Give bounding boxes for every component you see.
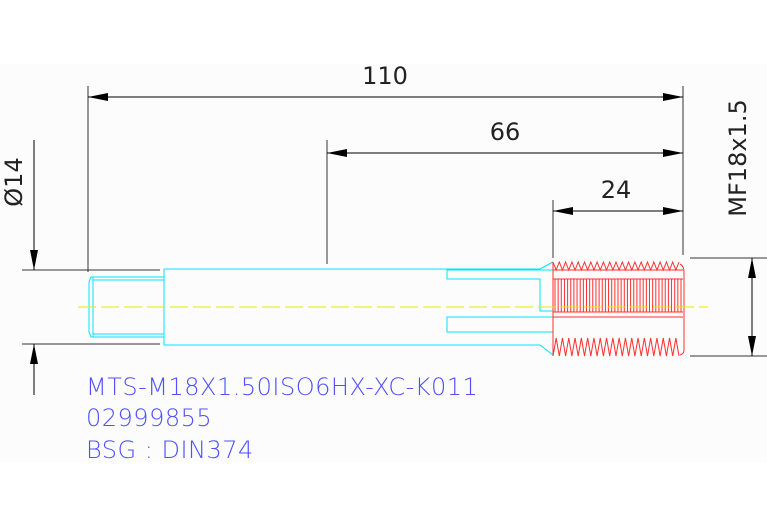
dimension-24: 24 <box>601 176 632 204</box>
thread-section <box>552 260 685 357</box>
dimension-diameter: Ø14 <box>0 157 28 206</box>
part-number-label: 02999855 <box>86 404 213 432</box>
part-code-label: MTS-M18X1.50ISO6HX-XC-K011 <box>86 373 479 401</box>
standard-label: BSG : DIN374 <box>86 436 254 464</box>
thread-teeth-bottom <box>552 337 680 357</box>
extension-lines <box>22 86 767 357</box>
thread-teeth-top <box>552 260 680 272</box>
tap-shank <box>88 261 554 356</box>
drawing-sheet <box>0 64 767 462</box>
dimension-thread-spec: MF18x1.5 <box>724 99 752 216</box>
dimension-110: 110 <box>362 62 408 90</box>
dimension-66: 66 <box>490 118 521 146</box>
